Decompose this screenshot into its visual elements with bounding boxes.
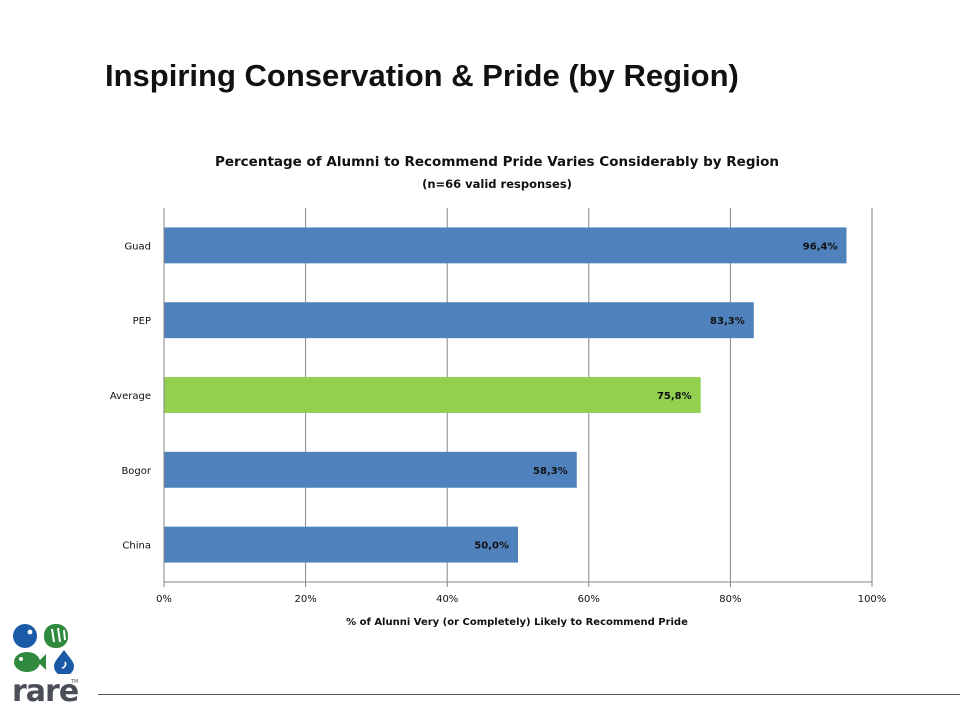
labels: 0% 20% 40% 60% 80% 100% Guad 96,4% PEP 83,3% Avera… xyxy=(110,241,886,605)
x-tick-label: 40% xyxy=(436,594,458,605)
x-tick-label: 0% xyxy=(156,594,172,605)
bar xyxy=(164,302,754,339)
footer-divider xyxy=(98,694,960,695)
x-tick-label: 60% xyxy=(578,594,600,605)
y-tick-label: PEP xyxy=(133,316,151,327)
logo-trademark: TM xyxy=(71,679,79,685)
y-tick-label: China xyxy=(122,541,151,552)
y-tick-label: Bogor xyxy=(121,466,151,477)
chart-subtitle: (n=66 valid responses) xyxy=(422,177,572,191)
x-tick-label: 80% xyxy=(719,594,741,605)
x-axis-title: % of Alunni Very (or Completely) Likely … xyxy=(346,617,688,628)
data-label: 83,3% xyxy=(710,316,745,327)
x-tick-label: 20% xyxy=(294,594,316,605)
bar xyxy=(164,377,701,413)
rare-logo-icon xyxy=(13,624,74,676)
logo-wordmark: rare xyxy=(12,674,79,709)
bars xyxy=(164,227,847,563)
y-tick-label: Guad xyxy=(124,241,151,252)
bar xyxy=(164,526,518,563)
data-label: 50,0% xyxy=(474,541,509,552)
data-label: 75,8% xyxy=(657,391,692,402)
axes xyxy=(163,208,872,583)
rare-logo: rare TM xyxy=(10,618,82,714)
y-tick-label: Average xyxy=(110,391,151,402)
bar xyxy=(164,451,577,488)
bar xyxy=(164,227,847,264)
slide-title: Inspiring Conservation & Pride (by Regio… xyxy=(105,58,739,93)
data-label: 96,4% xyxy=(803,241,838,252)
x-tick-label: 100% xyxy=(858,594,887,605)
data-label: 58,3% xyxy=(533,466,568,477)
chart-title: Percentage of Alumni to Recommend Pride … xyxy=(215,154,779,170)
